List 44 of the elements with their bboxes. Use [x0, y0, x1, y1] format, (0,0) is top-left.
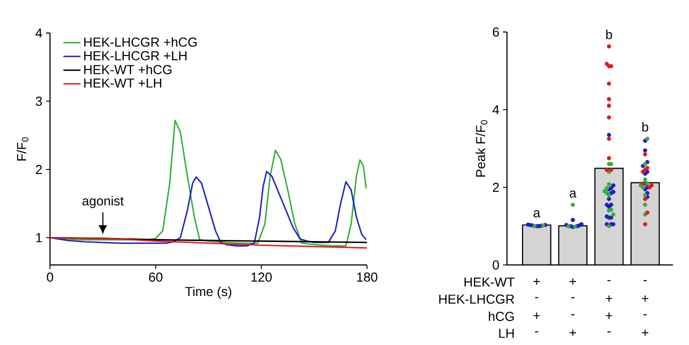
x-tick-label: 180: [357, 272, 378, 282]
annotation: a: [570, 190, 576, 198]
text: -: [607, 331, 611, 332]
text: hCG: [488, 311, 514, 322]
x-axis-title: Time (s): [185, 286, 232, 299]
text: -: [535, 297, 538, 298]
y-tick-label: 0: [492, 260, 499, 270]
annotation: b: [642, 122, 648, 132]
text: +: [606, 295, 612, 302]
legend-label: HEK-LHCGR +LH: [84, 51, 186, 60]
text: +: [533, 312, 540, 319]
text: +: [570, 278, 576, 285]
y-tick-label: 2: [492, 182, 499, 192]
x-tick-label: 120: [251, 272, 272, 282]
y-tick-label: 3: [36, 96, 42, 106]
legend-label: HEK-LHCGR +hCG: [84, 37, 197, 47]
x-tick-label: 0: [46, 272, 54, 282]
y-tick-label: 1: [36, 233, 42, 242]
text: -: [644, 314, 647, 316]
text: -: [571, 314, 574, 316]
y-tick-label: 2: [36, 164, 42, 174]
annotation: a: [534, 210, 540, 218]
annotation: b: [606, 30, 612, 40]
annotation: agonist: [82, 196, 124, 208]
x-tick-label: 60: [149, 272, 162, 282]
text: HEK-LHCGR: [439, 294, 514, 304]
text: LH: [499, 328, 514, 338]
text: +: [642, 330, 648, 336]
legend-label: HEK-WT +hCG: [84, 64, 172, 74]
y-axis-title: F/F$_{0}$: [16, 137, 28, 160]
text: +: [642, 295, 648, 302]
text: -: [535, 331, 538, 332]
y-tick-label: 6: [492, 27, 499, 37]
text: +: [570, 330, 576, 336]
text: -: [607, 280, 611, 282]
text: HEK-WT: [464, 278, 514, 287]
y-tick-label: 4: [492, 105, 500, 114]
text: -: [571, 297, 574, 298]
y-axis-title: Peak F/F$_{0}$: [476, 120, 488, 177]
text: +: [533, 278, 540, 285]
y-tick-label: 4: [36, 28, 42, 38]
text: +: [606, 312, 612, 319]
text: -: [644, 280, 647, 282]
legend-label: HEK-WT +LH: [84, 78, 162, 88]
